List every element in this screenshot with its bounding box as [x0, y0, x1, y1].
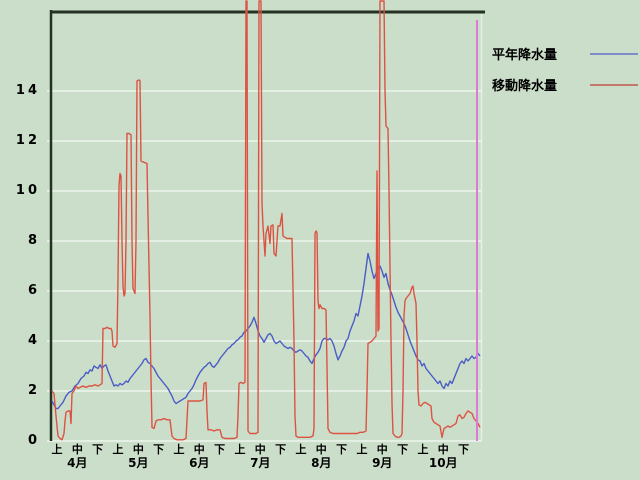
x-axis-period-label: 下: [92, 443, 104, 456]
legend-line-blue-icon: [590, 52, 638, 55]
x-axis-month-label: 10月: [428, 456, 458, 470]
y-axis-label: 14: [15, 83, 40, 98]
x-axis-period-label: 下: [275, 443, 287, 456]
x-axis-month-label: 8月: [311, 456, 332, 470]
legend: 平年降水量 移動降水量: [492, 44, 638, 94]
x-axis-period-label: 上: [173, 443, 185, 456]
x-axis-period-label: 下: [153, 443, 165, 456]
legend-label-moving-precipitation: 移動降水量: [492, 79, 558, 94]
x-axis-period-label: 上: [356, 443, 368, 456]
x-axis-month-label: 6月: [189, 456, 210, 470]
x-axis-period-label: 下: [214, 443, 226, 456]
y-axis-label: 6: [27, 283, 40, 298]
x-axis-period-label: 中: [132, 443, 144, 456]
x-axis-period-label: 中: [254, 443, 266, 456]
y-axis-label: 2: [27, 383, 40, 398]
legend-line-red-icon: [590, 83, 638, 86]
legend-item-normal-precipitation: 平年降水量: [492, 44, 638, 63]
x-axis-month-label: 5月: [128, 456, 149, 470]
x-axis-month-label: 7月: [250, 456, 271, 470]
x-axis-month-label: 9月: [372, 456, 393, 470]
x-axis-period-label: 下: [397, 443, 409, 456]
x-axis-period-label: 下: [336, 443, 348, 456]
legend-label-normal-precipitation: 平年降水量: [492, 48, 558, 63]
x-axis-month-label: 4月: [67, 456, 88, 470]
x-axis-period-label: 中: [315, 443, 327, 456]
legend-item-moving-precipitation: 移動降水量: [492, 75, 638, 94]
x-axis-period-label: 中: [193, 443, 205, 456]
x-axis-period-label: 上: [112, 443, 124, 456]
y-axis-label: 12: [15, 133, 40, 148]
x-axis-period-label: 中: [71, 443, 83, 456]
x-axis-period-label: 中: [437, 443, 449, 456]
series-line-1: [51, 0, 481, 441]
series-line-0: [51, 252, 481, 410]
x-axis-period-label: 上: [295, 443, 307, 456]
y-axis-label: 0: [27, 433, 40, 448]
y-axis-label: 8: [27, 233, 40, 248]
x-axis-period-label: 中: [376, 443, 388, 456]
y-axis-label: 10: [15, 183, 40, 198]
x-axis-period-label: 上: [51, 443, 63, 456]
y-axis-label: 4: [27, 333, 40, 348]
x-axis-period-label: 上: [417, 443, 429, 456]
x-axis-period-label: 上: [234, 443, 246, 456]
x-axis-period-label: 下: [458, 443, 470, 456]
